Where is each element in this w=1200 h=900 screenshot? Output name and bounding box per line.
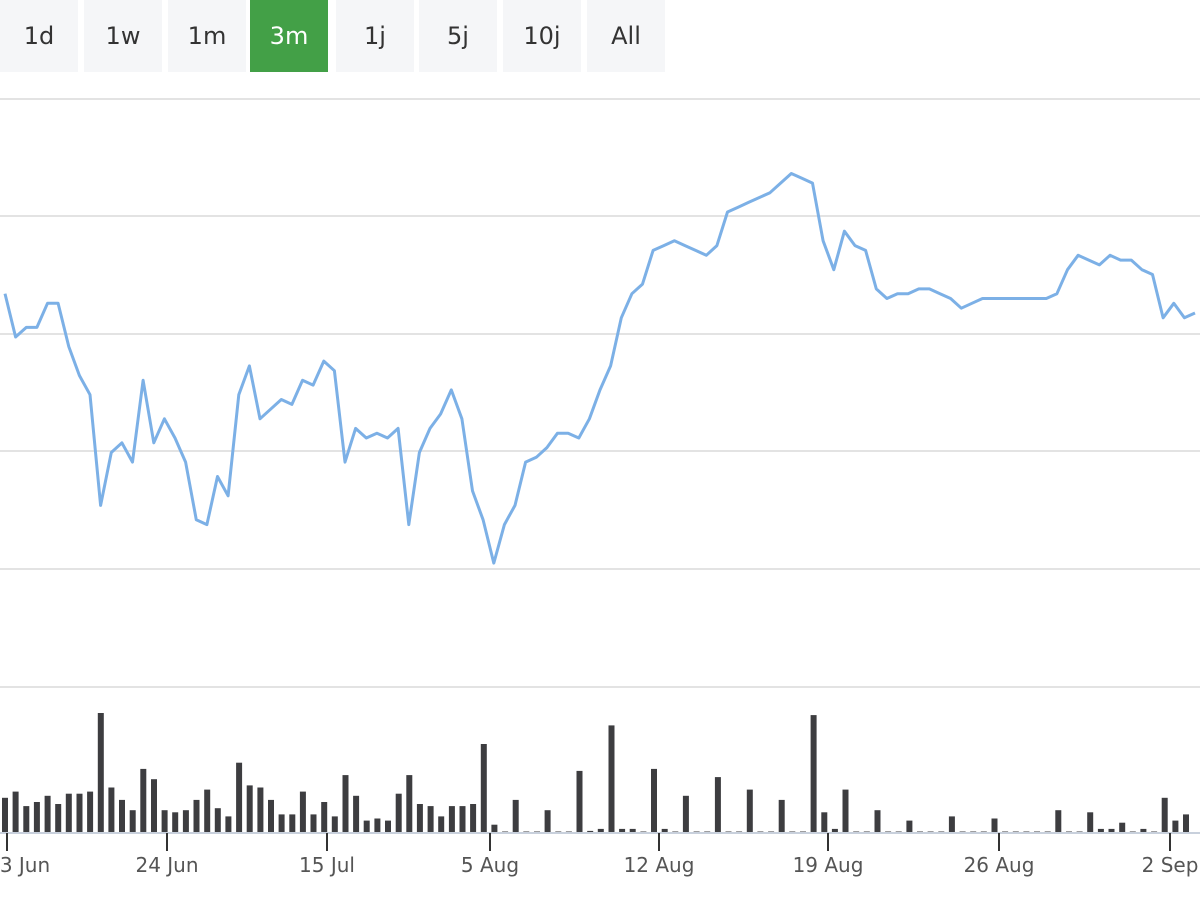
volume-bar (278, 814, 285, 833)
volume-bar (172, 812, 179, 833)
volume-bar (87, 791, 94, 833)
volume-bar (129, 810, 136, 833)
volume-bar (246, 785, 253, 833)
range-button-all[interactable]: All (587, 0, 665, 72)
volume-bar (214, 808, 221, 833)
volume-bar (353, 795, 360, 833)
volume-bar (182, 810, 189, 833)
volume-bar (140, 768, 147, 833)
volume-bar (512, 799, 519, 833)
volume-bar (1108, 828, 1115, 833)
volume-bar (587, 830, 594, 833)
volume-bar (1172, 820, 1179, 833)
x-tick-label: 2 Sep (1142, 853, 1199, 877)
volume-bar (151, 779, 157, 833)
volume-bar (204, 789, 211, 833)
volume-bar (991, 818, 998, 833)
volume-bar (1097, 828, 1104, 833)
volume-bar (1161, 797, 1168, 833)
x-ticks: 3 Jun 24 Jun 15 Jul 5 Aug 12 Aug 19 Aug 26 Aug… (0, 833, 1198, 877)
volume-bar (576, 770, 583, 833)
volume-bar (1087, 812, 1094, 833)
volume-bar (746, 789, 753, 833)
volume-bar (321, 802, 328, 833)
volume-bar (363, 820, 370, 833)
volume-bar (438, 816, 445, 833)
grid-lines (0, 98, 1200, 688)
volume-bar (544, 810, 551, 833)
volume-bar (193, 799, 200, 833)
volume-bar (65, 793, 72, 833)
volume-bar (778, 799, 785, 833)
volume-bar (682, 795, 689, 833)
x-tick-label: 24 Jun (135, 853, 198, 877)
volume-bar (55, 804, 62, 833)
volume-bar (1119, 822, 1126, 833)
volume-bars (2, 713, 1189, 833)
volume-bar (1055, 810, 1062, 833)
volume-bar (299, 791, 306, 833)
volume-bar (342, 775, 349, 833)
volume-bar (842, 789, 849, 833)
volume-bar (459, 806, 466, 833)
volume-bar (1183, 814, 1189, 833)
price-line (3, 172, 1196, 565)
volume-bar (406, 775, 413, 833)
volume-bar (629, 828, 636, 833)
volume-bar (289, 814, 296, 833)
range-button-5j[interactable]: 5j (419, 0, 497, 72)
volume-bar (385, 820, 391, 833)
range-button-1m[interactable]: 1m (168, 0, 246, 72)
volume-bar (44, 795, 51, 833)
x-tick-label: 12 Aug (624, 853, 695, 877)
volume-bar (108, 787, 115, 833)
volume-bar (448, 806, 455, 833)
x-tick-label: 3 Jun (0, 853, 50, 877)
volume-bar (236, 762, 243, 833)
range-button-1j[interactable]: 1j (336, 0, 414, 72)
volume-bar (714, 777, 721, 833)
volume-bar (661, 828, 668, 833)
volume-bar (395, 793, 402, 833)
x-tick-label: 15 Jul (299, 853, 355, 877)
volume-bar (119, 799, 125, 833)
volume-bar (257, 787, 264, 833)
volume-bar (480, 744, 487, 833)
range-button-3m[interactable]: 3m (250, 0, 328, 72)
x-tick-label: 19 Aug (793, 853, 864, 877)
volume-bar (268, 799, 274, 833)
volume-bar (2, 797, 8, 833)
volume-bar (310, 814, 317, 833)
volume-bar (874, 810, 881, 833)
range-button-1d[interactable]: 1d (0, 0, 78, 72)
volume-bar (76, 793, 83, 833)
volume-bar (225, 816, 232, 833)
x-tick-label: 5 Aug (461, 853, 519, 877)
volume-bar (491, 824, 498, 833)
volume-bar (12, 791, 19, 833)
volume-bar (619, 828, 626, 833)
volume-bar (97, 713, 104, 833)
x-tick-label: 26 Aug (964, 853, 1035, 877)
range-button-1w[interactable]: 1w (84, 0, 162, 72)
volume-bar (33, 802, 40, 833)
volume-bar (1140, 828, 1147, 833)
volume-bar (651, 768, 657, 833)
volume-bar (608, 725, 615, 833)
volume-bar (331, 816, 338, 833)
range-button-10j[interactable]: 10j (503, 0, 581, 72)
volume-bar (906, 820, 913, 833)
volume-bar (470, 804, 477, 833)
volume-bar (23, 806, 30, 833)
volume-bar (810, 715, 817, 833)
volume-bar (427, 806, 434, 833)
volume-bar (821, 812, 828, 833)
volume-bar (831, 828, 838, 833)
volume-bar (374, 818, 381, 833)
volume-bar (948, 816, 955, 833)
volume-bar (416, 804, 423, 833)
volume-bar (161, 810, 168, 833)
volume-bar (597, 828, 604, 833)
